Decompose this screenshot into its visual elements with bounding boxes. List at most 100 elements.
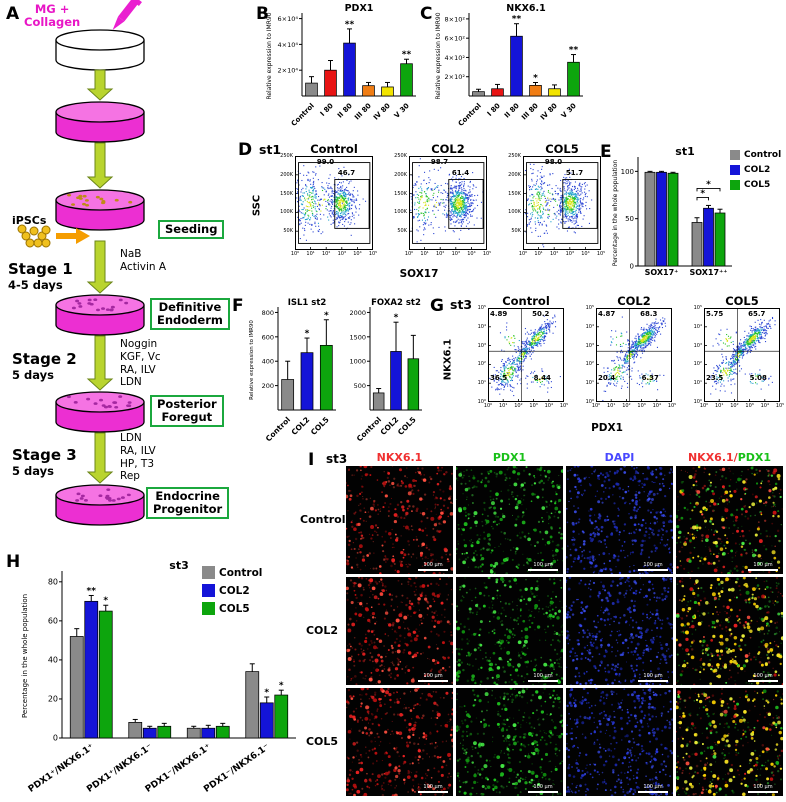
quadrant-ll-percent: 20.4	[598, 373, 616, 382]
x-tick-label: 10⁰	[483, 403, 493, 409]
y-tick-label: 6×10²	[445, 35, 466, 43]
panel-h-label: H	[6, 552, 21, 572]
st1-percentage-chart: st1 Percentage in the whole population 0 50…	[608, 138, 738, 292]
cell-dot	[127, 401, 132, 404]
legend-swatch	[202, 566, 215, 579]
ipsc-cell	[41, 238, 51, 248]
x-tick-label: 10²	[514, 403, 523, 409]
significance: **	[512, 15, 522, 25]
significance: **	[345, 20, 355, 30]
y-tick-label: 200K	[280, 171, 293, 178]
bar	[472, 91, 485, 97]
y-tick-label: 10³	[693, 342, 702, 349]
cell-dot	[109, 308, 114, 311]
panel-i: I st3 NKX6.1 PDX1 DAPI NKX6.1/PDX1 Contr…	[300, 450, 786, 802]
cell-dot	[99, 197, 104, 201]
y-tick-label: 10⁰	[693, 399, 702, 405]
x-tick-label: 10⁰	[699, 403, 709, 409]
x-tick-label: 10⁴	[652, 403, 661, 409]
if-image-col2-nkx6.1: 100 μm	[346, 577, 453, 685]
cell-dot	[79, 497, 84, 500]
legend-item-col2: COL2	[202, 584, 262, 597]
y-tick-label: 200	[262, 382, 274, 390]
result-line: Foregut	[161, 409, 213, 424]
significance: **	[87, 586, 97, 596]
gate-outer-percent: 98.0	[544, 157, 563, 166]
flow-plot-control: Control 10⁵ 10⁴ 10³ 10² 10¹ 10⁰ 10⁰ 10¹ 10² 10³ 10⁴…	[466, 294, 574, 416]
condition-label: Control	[502, 294, 550, 308]
y-tick-label: 10²	[477, 361, 486, 368]
y-tick-label: 800	[262, 309, 274, 317]
cell-dot	[83, 499, 88, 502]
foxa2-expression-chart: FOXA2 st2 500 1000 1500 2000 * Control COL2 COL5	[342, 296, 426, 446]
if-image-col2-pdx1: 100 μm	[456, 577, 563, 685]
gate-inner-percent: 51.7	[565, 169, 584, 178]
y-tick-label: 10²	[693, 361, 702, 368]
x-category-label: IV 80	[372, 102, 392, 122]
reagent-line: HP, T3	[120, 457, 154, 470]
cell-dot	[104, 496, 109, 499]
chart-title: ISL1 st2	[288, 298, 327, 308]
bar	[362, 85, 375, 97]
x-tick-label: 10⁰	[290, 251, 300, 257]
cell-dot	[128, 200, 133, 204]
x-tick-label: 10¹	[534, 251, 543, 257]
reagent-line: RA, ILV	[120, 444, 156, 457]
x-tick-label: 10²	[730, 403, 739, 409]
legend-label: Control	[744, 150, 782, 160]
definitive-endoderm-box: Definitive Endoderm	[150, 298, 230, 330]
pipette-part	[112, 16, 125, 30]
cell-dot	[75, 499, 80, 502]
legend-item-control: Control	[202, 566, 262, 579]
bar	[567, 61, 580, 97]
cell-dot	[126, 493, 131, 497]
flow-scatter-canvas	[596, 308, 672, 402]
flow-scatter-canvas	[704, 308, 780, 402]
x-category-label: COL2	[379, 415, 401, 437]
legend-label: COL5	[219, 602, 250, 615]
legend-swatch	[730, 150, 740, 160]
chart-H: st3 Percentage in the whole population 0 20…	[21, 559, 296, 795]
cell-dot	[76, 492, 81, 496]
x-tick-label: 10¹	[715, 403, 724, 409]
if-image-col5-nkx6.1: 100 μm	[346, 688, 453, 796]
x-tick-label: 10²	[550, 251, 559, 257]
scale-bar: 100 μm	[638, 784, 668, 793]
cell-dot	[71, 306, 76, 310]
if-image-col5-dapi: 100 μm	[566, 688, 673, 796]
ssc-axis-label: SSC	[251, 194, 263, 217]
bar	[529, 85, 542, 97]
result-line: Posterior	[157, 397, 217, 411]
cell-dot	[93, 402, 98, 405]
nkx61-expression-chart: NKX6.1 Relative expression to IMR90 2×10² 4…	[431, 0, 587, 134]
cell-dot	[86, 397, 91, 401]
micrograph-canvas	[566, 688, 673, 796]
micrograph-canvas	[456, 466, 563, 574]
st3-percentage-chart: st3 Percentage in the whole population 0 20…	[18, 550, 306, 802]
bar	[324, 69, 337, 97]
cell-dot	[101, 404, 106, 407]
x-tick-label: 10⁴	[544, 403, 553, 409]
gate-outer-percent: 99.0	[316, 157, 335, 166]
x-category-label: PDX1⁻/NKX6.1⁻	[202, 742, 271, 795]
x-category-label: SOX17⁺⁺	[689, 268, 727, 277]
chart-C: NKX6.1 Relative expression to IMR90 2×10² 4…	[435, 3, 583, 128]
sig-bracket	[696, 196, 709, 201]
quadrant-ur-percent: 68.3	[640, 310, 658, 318]
seeding-box: Seeding	[158, 220, 225, 239]
y-tick-label: 50K	[283, 228, 293, 235]
scale-bar: 100 μm	[748, 562, 778, 571]
chart-B: PDX1 Relative expression to IMR90 2×10⁴ 4×1…	[266, 3, 416, 128]
stage3-days: 5 days	[12, 464, 54, 478]
cell-dot	[87, 298, 92, 302]
bar	[381, 86, 394, 97]
x-tick-label: 10¹	[306, 251, 315, 257]
y-tick-label: 250K	[508, 153, 521, 159]
cell-dot	[66, 395, 71, 399]
micrograph-canvas	[676, 688, 783, 796]
x-tick-label: 10⁵	[559, 403, 569, 409]
x-tick-label: 10⁵	[667, 403, 677, 409]
if-image-col2-dapi: 100 μm	[566, 577, 673, 685]
y-tick-label: 0	[630, 263, 634, 271]
cell-dot	[77, 302, 82, 305]
